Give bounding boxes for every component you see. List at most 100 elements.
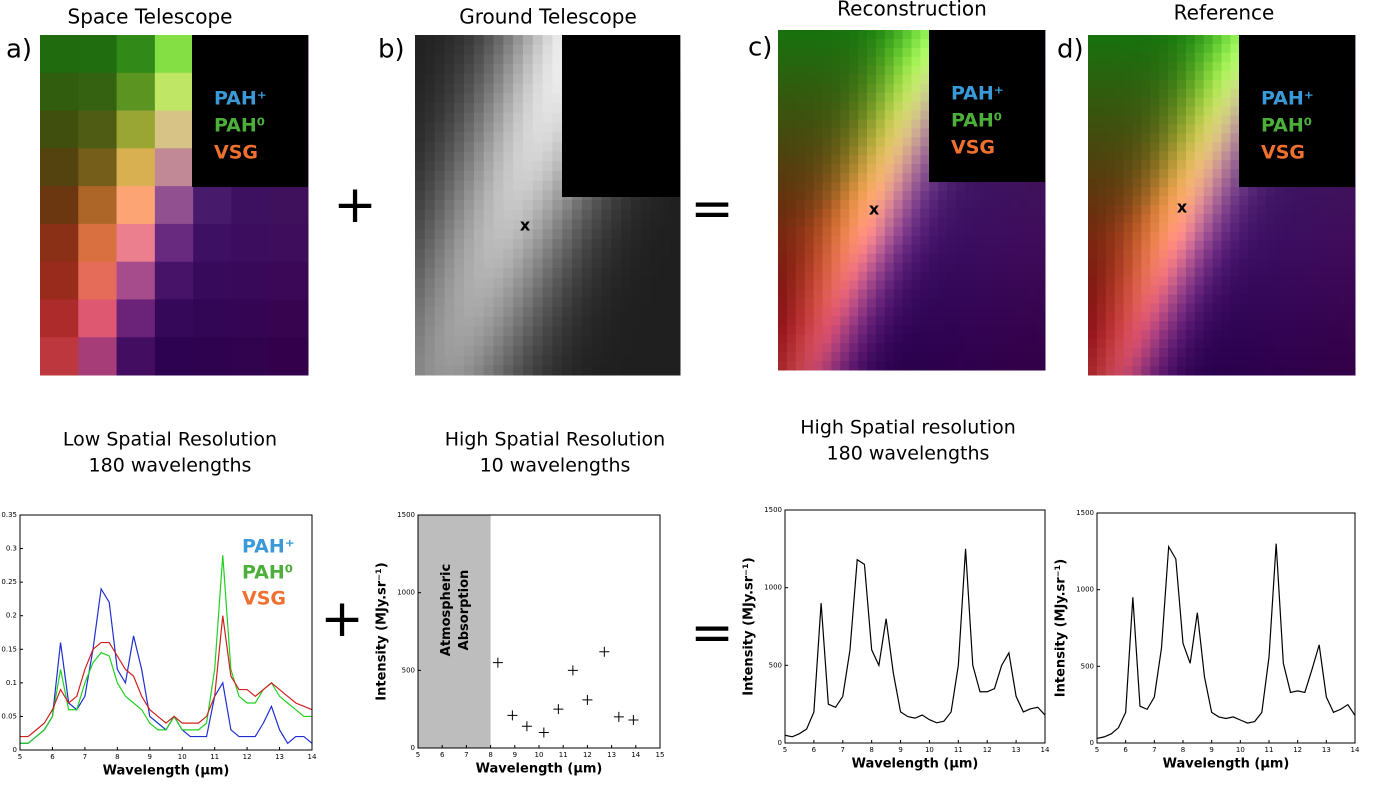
caption: High Spatial Resolution (445, 429, 665, 451)
image-pixel (621, 297, 631, 307)
image-pixel (840, 307, 849, 316)
image-pixel (1293, 330, 1302, 339)
image-pixel (1186, 339, 1195, 348)
image-pixel (1239, 339, 1248, 348)
image-pixel (1337, 196, 1346, 205)
legend-entry: PAH⁺ (214, 88, 267, 110)
image-pixel (562, 297, 572, 307)
image-pixel (894, 75, 903, 84)
image-pixel (1106, 133, 1115, 142)
image-pixel (1284, 205, 1293, 214)
image-pixel (1124, 71, 1133, 80)
image-pixel (920, 39, 929, 48)
image-pixel (572, 278, 582, 288)
image-pixel (1302, 277, 1311, 286)
image-pixel (1115, 223, 1124, 232)
image-pixel (956, 289, 965, 298)
image-pixel (513, 93, 523, 103)
image-pixel (920, 66, 929, 75)
image-pixel (425, 288, 435, 298)
image-pixel (876, 245, 885, 254)
image-pixel (1204, 312, 1213, 321)
image-pixel (947, 200, 956, 209)
image-pixel (1222, 89, 1231, 98)
image-pixel (582, 356, 592, 366)
image-pixel (823, 128, 832, 137)
image-pixel (805, 325, 814, 334)
image-pixel (1115, 241, 1124, 250)
image-pixel (885, 236, 894, 245)
image-pixel (778, 182, 787, 191)
image-pixel (849, 334, 858, 343)
image-pixel (778, 289, 787, 298)
image-pixel (920, 164, 929, 173)
image-pixel (435, 171, 445, 181)
image-pixel (1150, 98, 1159, 107)
image-pixel (912, 164, 921, 173)
image-pixel (1106, 312, 1115, 321)
image-pixel (867, 245, 876, 254)
image-pixel (1159, 268, 1168, 277)
image-pixel (920, 102, 929, 111)
image-pixel (965, 334, 974, 343)
image-pixel (876, 236, 885, 245)
image-pixel (631, 365, 641, 375)
image-pixel (270, 299, 309, 337)
image-pixel (929, 281, 938, 290)
image-pixel (840, 272, 849, 281)
image-pixel (787, 361, 796, 370)
image-pixel (1275, 214, 1284, 223)
image-pixel (1168, 142, 1177, 151)
image-pixel (1311, 294, 1320, 303)
image-pixel (894, 281, 903, 290)
image-pixel (1293, 241, 1302, 250)
image-pixel (533, 171, 543, 181)
image-pixel (494, 142, 504, 152)
image-pixel (660, 210, 670, 220)
operator: + (320, 589, 364, 649)
image-pixel (903, 119, 912, 128)
image-pixel (503, 200, 513, 210)
image-pixel (876, 164, 885, 173)
image-pixel (1302, 205, 1311, 214)
image-pixel (778, 75, 787, 84)
image-pixel (1177, 178, 1186, 187)
image-pixel (1275, 277, 1284, 286)
image-pixel (1337, 294, 1346, 303)
image-pixel (1027, 227, 1036, 236)
image-pixel (885, 48, 894, 57)
image-pixel (415, 181, 425, 191)
image-pixel (543, 365, 553, 375)
image-pixel (572, 346, 582, 356)
image-pixel (523, 132, 533, 142)
image-pixel (894, 173, 903, 182)
y-axis-label: Intensity (MJy.sr⁻¹) (742, 557, 757, 695)
image-pixel (823, 111, 832, 120)
image-pixel (920, 334, 929, 343)
image-pixel (621, 258, 631, 268)
image-pixel (831, 272, 840, 281)
image-pixel (796, 119, 805, 128)
image-pixel (1097, 169, 1106, 178)
image-pixel (1177, 250, 1186, 259)
image-pixel (778, 128, 787, 137)
image-pixel (464, 200, 474, 210)
image-pixel (1186, 205, 1195, 214)
image-pixel (494, 220, 504, 230)
image-pixel (903, 39, 912, 48)
image-pixel (992, 263, 1001, 272)
image-pixel (1097, 286, 1106, 295)
image-pixel (938, 281, 947, 290)
image-pixel (523, 268, 533, 278)
image-pixel (464, 152, 474, 162)
image-pixel (474, 288, 484, 298)
image-pixel (1159, 53, 1168, 62)
image-pixel (572, 239, 582, 249)
image-pixel (920, 173, 929, 182)
image-pixel (814, 48, 823, 57)
x-tick-label: 9 (148, 753, 152, 761)
image-pixel (503, 171, 513, 181)
image-pixel (1168, 321, 1177, 330)
image-pixel (956, 263, 965, 272)
image-pixel (1222, 321, 1231, 330)
